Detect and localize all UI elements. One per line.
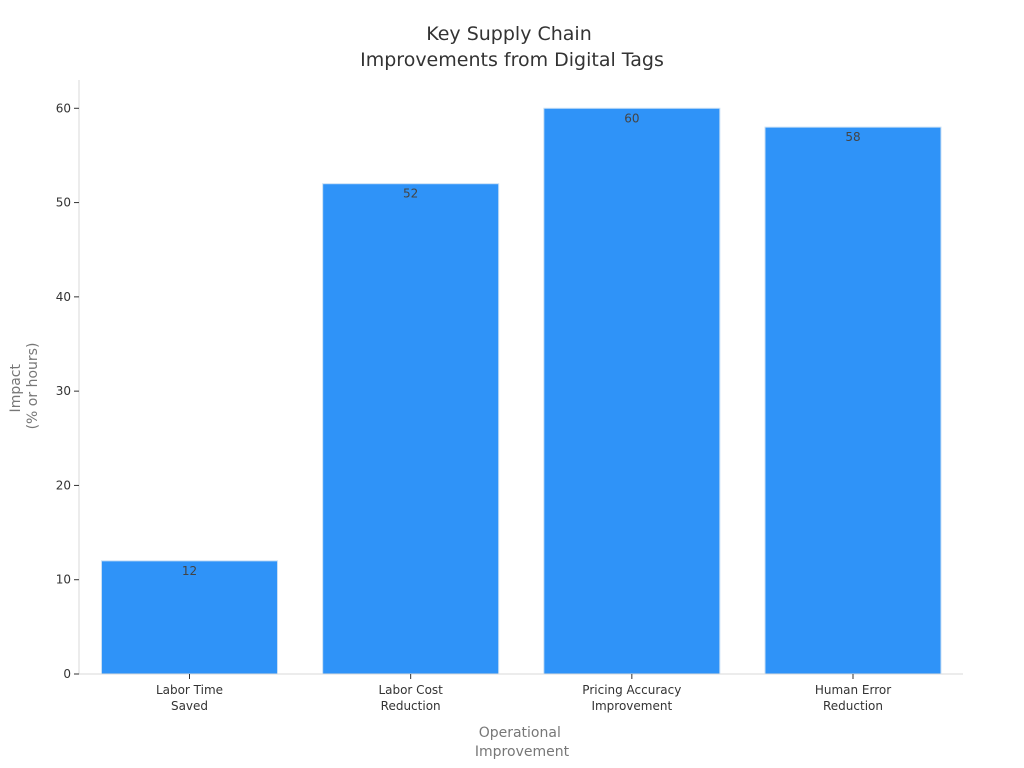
x-tick-label-line: Human Error: [815, 683, 891, 697]
x-tick-label-line: Labor Time: [156, 683, 223, 697]
bars-group: [101, 107, 942, 675]
x-tick-label: Human Error Reduction: [815, 683, 891, 713]
x-tick-label-line: Labor Cost: [378, 683, 443, 697]
bar: [764, 126, 942, 675]
chart-title-line-1: Key Supply Chain: [426, 23, 592, 45]
x-axis-title-line-2: Improvement: [475, 744, 570, 760]
y-tick-label: 10: [56, 573, 71, 587]
x-tick-label: Labor Cost Reduction: [378, 683, 443, 713]
x-tick-label-line: Pricing Accuracy: [582, 683, 681, 697]
bar-value-label: 58: [845, 130, 860, 144]
y-tick-label: 60: [56, 101, 71, 115]
x-tick-label-line: Reduction: [823, 699, 883, 713]
chart-title: Key Supply Chain Improvements from Digit…: [360, 23, 664, 71]
x-tick-label-line: Saved: [171, 699, 208, 713]
x-axis-ticks: Labor Time Saved Labor Cost Reduction Pricin…: [156, 674, 891, 713]
y-tick-label: 30: [56, 384, 71, 398]
y-axis-title-line-1: Impact: [8, 364, 24, 413]
bar-value-label: 52: [403, 187, 418, 201]
bar-value-label: 60: [624, 111, 639, 125]
bar: [322, 183, 500, 675]
y-tick-label: 0: [63, 667, 71, 681]
x-tick-label-line: Improvement: [591, 699, 672, 713]
bar-value-label: 12: [182, 564, 197, 578]
bar: [543, 107, 721, 675]
y-tick-label: 50: [56, 196, 71, 210]
y-axis-title-line-2: (% or hours): [25, 343, 41, 430]
x-tick-label-line: Reduction: [381, 699, 441, 713]
y-tick-label: 20: [56, 478, 71, 492]
bar: [101, 560, 278, 675]
y-axis-title: Impact (% or hours): [8, 343, 41, 430]
data-labels-group: 12 52 60 58: [182, 111, 861, 578]
x-tick-label: Labor Time Saved: [156, 683, 223, 713]
x-axis-title-line-1: Operational: [479, 725, 561, 741]
x-tick-label: Pricing Accuracy Improvement: [582, 683, 681, 713]
y-tick-label: 40: [56, 290, 71, 304]
chart-title-line-2: Improvements from Digital Tags: [360, 49, 664, 71]
y-axis-ticks: 0 10 20 30 40 50 60: [56, 101, 79, 681]
x-axis-title: Operational Improvement: [475, 725, 570, 760]
